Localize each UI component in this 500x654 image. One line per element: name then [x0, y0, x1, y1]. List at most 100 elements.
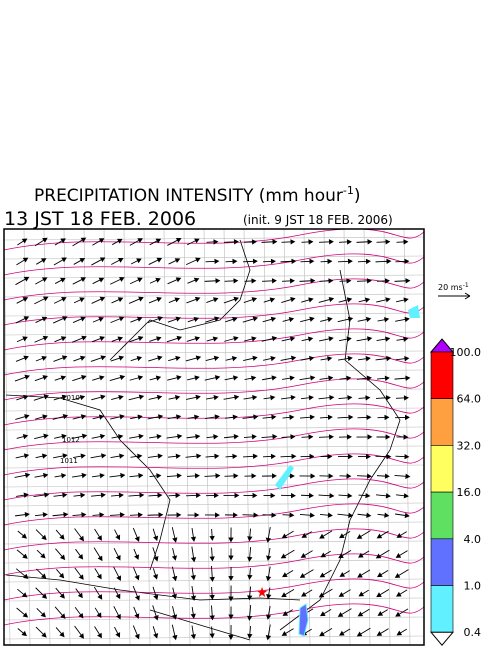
- wind-arrow: [114, 626, 121, 638]
- wind-arrow: [338, 239, 352, 245]
- wind-arrow: [247, 546, 253, 562]
- wind-arrow: [339, 336, 352, 342]
- wind-arrow: [225, 316, 238, 323]
- valid-time: 13 JST 18 FEB. 2006: [4, 208, 196, 230]
- wind-arrow: [318, 296, 335, 303]
- wind-arrow: [376, 434, 391, 440]
- wind-arrow: [228, 606, 234, 620]
- grid-line: [3, 635, 425, 640]
- wind-arrow: [338, 493, 353, 499]
- wind-arrow: [209, 605, 215, 621]
- wind-arrow: [225, 356, 238, 362]
- wind-arrow: [190, 606, 196, 619]
- wind-arrow: [243, 355, 258, 361]
- isobar: [3, 578, 425, 601]
- wind-arrow: [92, 375, 105, 381]
- wind-arrow: [34, 335, 49, 343]
- wind-arrow: [242, 453, 258, 459]
- wind-arrow: [168, 258, 181, 265]
- wind-arrow: [358, 492, 371, 499]
- grid-line: [3, 445, 425, 450]
- wind-arrow: [109, 374, 126, 382]
- wind-arrow: [243, 434, 257, 440]
- wind-arrow: [34, 296, 49, 305]
- wind-arrow: [34, 375, 49, 382]
- wind-arrow: [300, 258, 315, 265]
- wind-arrow: [16, 607, 29, 618]
- grid-line: [3, 521, 425, 526]
- grid-line: [103, 228, 111, 646]
- colorbar-label: 64.0: [457, 393, 482, 406]
- wind-arrow: [375, 355, 392, 362]
- wind-arrow: [73, 297, 85, 304]
- wind-arrow: [223, 296, 239, 304]
- wind-arrow: [224, 512, 238, 518]
- wind-arrow: [282, 317, 295, 323]
- wind-arrow: [149, 434, 162, 440]
- wind-arrow: [300, 355, 315, 362]
- wind-arrow: [339, 570, 350, 577]
- wind-arrow: [358, 550, 370, 558]
- wind-arrow: [281, 434, 296, 440]
- wind-arrow: [132, 527, 140, 542]
- wind-arrow: [394, 375, 411, 381]
- wind-arrow: [223, 434, 239, 440]
- wind-arrow: [376, 336, 391, 342]
- grid-line: [3, 407, 425, 412]
- wind-arrow: [243, 492, 258, 499]
- wind-arrow: [132, 585, 140, 601]
- colorbar-label: 32.0: [457, 439, 482, 452]
- wind-arrow: [357, 512, 372, 518]
- wind-arrow: [55, 587, 65, 599]
- wind-arrow: [247, 528, 253, 542]
- wind-arrow: [14, 472, 31, 478]
- wind-arrow: [53, 355, 68, 362]
- wind-arrow: [35, 587, 48, 599]
- wind-arrow: [75, 548, 84, 560]
- wind-arrow: [185, 492, 201, 499]
- wind-arrow: [320, 453, 333, 460]
- wind-arrow: [72, 277, 87, 285]
- wind-arrow: [128, 296, 144, 304]
- wind-arrow: [301, 434, 314, 440]
- wind-arrow: [149, 473, 162, 479]
- wind-arrow: [171, 624, 178, 641]
- wind-arrow: [318, 588, 333, 598]
- wind-arrow: [186, 238, 200, 246]
- wind-arrow: [243, 297, 258, 303]
- wind-arrow: [228, 548, 234, 561]
- wind-arrow: [187, 414, 200, 420]
- location-star: ★: [256, 585, 269, 601]
- wind-arrow: [206, 239, 219, 245]
- wind-arrow: [209, 528, 215, 541]
- wind-arrow: [110, 414, 125, 420]
- wind-arrow: [301, 589, 313, 597]
- wind-arrow: [396, 589, 408, 597]
- wind-arrow: [53, 492, 68, 498]
- wind-arrow: [395, 395, 409, 401]
- wind-arrow: [299, 569, 314, 578]
- init-time: (init. 9 JST 18 FEB. 2006): [243, 213, 393, 227]
- wind-arrow: [17, 530, 27, 539]
- wind-arrow: [319, 414, 333, 421]
- wind-arrow: [36, 549, 46, 559]
- grid-line: [203, 228, 211, 646]
- wind-arrow: [187, 512, 200, 518]
- wind-arrow: [337, 316, 354, 323]
- wind-arrow: [75, 588, 83, 599]
- wind-arrow: [337, 608, 352, 617]
- wind-arrow: [111, 238, 123, 246]
- wind-arrow: [262, 414, 277, 420]
- wind-arrow: [190, 546, 197, 563]
- wind-arrow: [282, 609, 293, 616]
- wind-arrow: [187, 277, 200, 284]
- wind-arrow: [185, 257, 201, 266]
- grid-line: [3, 274, 425, 279]
- grid-line: [83, 228, 91, 646]
- wind-arrow: [35, 277, 48, 285]
- wind-scale-label: 20 ms-1: [438, 282, 469, 292]
- wind-arrow: [396, 628, 407, 636]
- wind-arrow: [168, 355, 181, 362]
- wind-arrow: [281, 394, 296, 401]
- grid-line: [183, 228, 191, 646]
